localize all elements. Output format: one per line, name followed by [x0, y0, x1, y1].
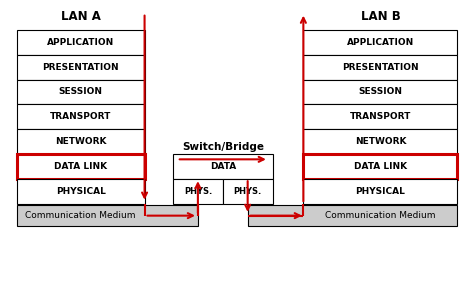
- Text: Communication Medium: Communication Medium: [325, 211, 436, 220]
- Bar: [17, 55, 145, 80]
- Text: DATA LINK: DATA LINK: [354, 162, 407, 171]
- Bar: [17, 129, 145, 154]
- Bar: [17, 104, 145, 129]
- Text: SESSION: SESSION: [358, 87, 402, 97]
- Bar: [173, 179, 223, 204]
- Text: PHYS.: PHYS.: [184, 187, 212, 196]
- Text: Switch/Bridge: Switch/Bridge: [182, 142, 264, 152]
- Bar: [17, 154, 145, 179]
- Text: TRANSPORT: TRANSPORT: [350, 112, 411, 121]
- Bar: [303, 104, 457, 129]
- Text: PRESENTATION: PRESENTATION: [342, 63, 419, 72]
- Text: APPLICATION: APPLICATION: [347, 38, 414, 47]
- Bar: [223, 179, 273, 204]
- Bar: [303, 154, 457, 179]
- Bar: [303, 80, 457, 104]
- Text: TRANSPORT: TRANSPORT: [50, 112, 111, 121]
- Bar: [303, 179, 457, 204]
- Text: PHYSICAL: PHYSICAL: [55, 187, 106, 196]
- Text: DATA: DATA: [210, 162, 236, 171]
- Text: NETWORK: NETWORK: [55, 137, 106, 146]
- Text: SESSION: SESSION: [59, 87, 102, 97]
- Text: PRESENTATION: PRESENTATION: [42, 63, 119, 72]
- Bar: [247, 205, 457, 226]
- Bar: [17, 80, 145, 104]
- Text: PHYSICAL: PHYSICAL: [356, 187, 405, 196]
- Text: PHYS.: PHYS.: [234, 187, 262, 196]
- Text: DATA LINK: DATA LINK: [54, 162, 107, 171]
- Text: LAN A: LAN A: [61, 10, 100, 23]
- Bar: [173, 154, 273, 179]
- Bar: [303, 30, 457, 55]
- Text: APPLICATION: APPLICATION: [47, 38, 114, 47]
- Bar: [17, 179, 145, 204]
- Bar: [17, 205, 198, 226]
- Bar: [303, 55, 457, 80]
- Text: NETWORK: NETWORK: [355, 137, 406, 146]
- Bar: [17, 30, 145, 55]
- Text: Communication Medium: Communication Medium: [25, 211, 136, 220]
- Bar: [303, 129, 457, 154]
- Text: LAN B: LAN B: [361, 10, 400, 23]
